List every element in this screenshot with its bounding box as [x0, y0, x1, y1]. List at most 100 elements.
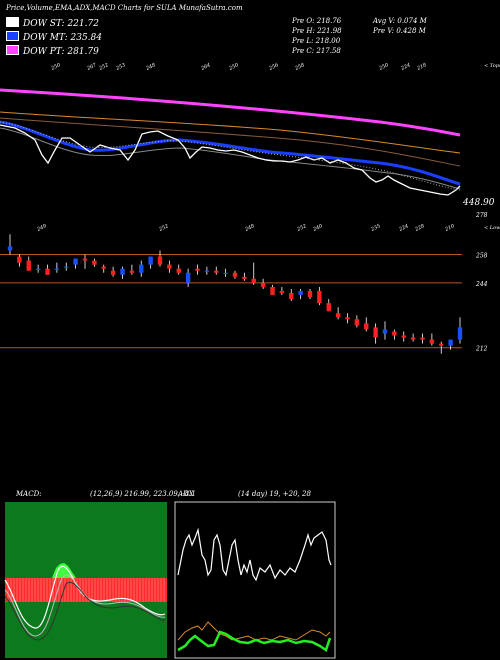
ema-top-label: 248: [144, 62, 156, 72]
adx-line-white: [177, 527, 332, 582]
legend-dow-mt: DOW MT: 235.84: [6, 31, 102, 43]
candle-top-label: 210: [443, 223, 456, 233]
adx-values: (14 day) 19, +20, 28: [238, 490, 311, 498]
stat-avg-volume: Avg V: 0.074 M: [373, 17, 427, 25]
candle-body: [204, 270, 210, 272]
candle-body: [129, 270, 135, 273]
candle-body: [148, 256, 153, 265]
candle-body: [401, 335, 406, 338]
candle-body: [429, 339, 435, 344]
ema-top-label: 253: [114, 62, 126, 72]
legend-swatch-pt: [6, 45, 19, 55]
ema-top-label: 256: [267, 62, 280, 72]
candle-body: [26, 260, 31, 271]
candlesticks: [7, 234, 463, 354]
candle-body: [176, 268, 181, 273]
ema-pt-line: [0, 88, 461, 137]
stat-pre-volume: Pre V: 0.428 M: [373, 27, 426, 35]
ema-panel-top-labels: 250 267 252 253 248 264 250 256 258 250 224 218: [49, 62, 427, 72]
ema-st-line: [0, 124, 461, 196]
ema-orange-line: [0, 111, 461, 154]
candle-body: [279, 290, 285, 293]
candle-body: [373, 327, 378, 338]
candle-body: [54, 268, 60, 270]
ema-top-label: 267: [85, 62, 98, 72]
candle-body: [345, 317, 350, 320]
candle-body: [64, 266, 69, 268]
lows-label: < Lows: [484, 225, 500, 231]
level-label: 212: [475, 346, 488, 353]
candle-body: [242, 276, 247, 279]
candle-top-label: 228: [413, 223, 425, 233]
current-price-label: 448.90: [462, 198, 495, 208]
candle-body: [120, 268, 125, 275]
ema-dotted-line: [0, 121, 461, 191]
ema-top-label: 224: [399, 62, 411, 72]
candle-body: [223, 272, 228, 274]
candle-top-label: 252: [157, 223, 169, 233]
support-resistance-levels: 278 258 244 212: [0, 212, 488, 353]
candlestick-panel: 249 252 248 252 240 235 224 228 210 < Lows 278 25…: [0, 212, 500, 354]
adx-line-orange: [177, 621, 331, 641]
candle-body: [82, 258, 88, 261]
ema-top-label: 264: [199, 62, 211, 72]
adx-background: [174, 501, 336, 659]
candle-body: [73, 258, 78, 265]
stat-pre-open: Pre O: 218.76: [292, 17, 342, 25]
ema-top-label: 250: [227, 62, 240, 72]
ema-top-label: 252: [97, 62, 109, 72]
candle-top-label: 240: [311, 223, 324, 233]
candle-body: [167, 264, 172, 269]
candle-body: [457, 327, 463, 340]
candle-body: [364, 323, 369, 330]
candle-top-label: 249: [35, 223, 48, 233]
candle-body: [139, 264, 144, 273]
ema-top-label: 250: [49, 62, 62, 72]
legend-swatch-mt: [6, 31, 19, 41]
adx-panel: ADX (14 day) 19, +20, 28: [174, 490, 336, 659]
candle-body: [17, 256, 22, 263]
legend-dow-pt: DOW PT: 281.79: [6, 45, 99, 57]
candle-body: [289, 293, 294, 300]
candle-body: [270, 286, 275, 296]
ema-top-label: 258: [293, 62, 305, 72]
candle-top-label: 224: [397, 223, 409, 233]
candle-body: [7, 246, 13, 251]
candle-top-label: 248: [243, 223, 255, 233]
candle-body: [232, 272, 238, 277]
ema-mt-line: [0, 120, 461, 186]
candle-body: [157, 256, 163, 265]
candle-panel-top-labels: 249 252 248 252 240 235 224 228 210: [35, 223, 456, 233]
candle-body: [307, 290, 313, 298]
legend-label-mt: DOW MT: 235.84: [23, 33, 102, 43]
macd-label: MACD:: [15, 490, 42, 498]
stat-pre-close: Pre C: 217.58: [292, 47, 341, 55]
ema-gray-line: [0, 127, 461, 190]
candle-body: [35, 268, 41, 270]
candle-body: [110, 270, 116, 275]
candle-body: [382, 329, 388, 334]
stat-pre-low: Pre L: 218.00: [292, 37, 341, 45]
legend-dow-st: DOW ST: 221.72: [6, 17, 99, 29]
candle-body: [448, 339, 453, 346]
macd-line-dark: [4, 581, 166, 641]
ema-top-label: 218: [415, 62, 427, 72]
candle-body: [92, 260, 97, 265]
candle-body: [420, 337, 425, 340]
tops-label: < Tops: [484, 63, 500, 69]
candle-top-label: 235: [369, 223, 381, 233]
level-label: 258: [475, 253, 488, 260]
level-label: 244: [475, 281, 488, 288]
ema-brown-line: [0, 117, 461, 167]
level-label: 278: [475, 212, 488, 219]
candle-body: [251, 278, 256, 283]
candle-body: [185, 272, 191, 283]
stat-pre-high: Pre H: 221.98: [292, 27, 342, 35]
legend-label-pt: DOW PT: 281.79: [23, 47, 99, 57]
candle-body: [410, 337, 416, 340]
legend-swatch-st: [6, 17, 19, 27]
ema-panel: 250 267 252 253 248 264 250 256 258 250 224 218 < T…: [0, 62, 500, 208]
candle-body: [298, 290, 303, 296]
candle-body: [354, 319, 360, 326]
